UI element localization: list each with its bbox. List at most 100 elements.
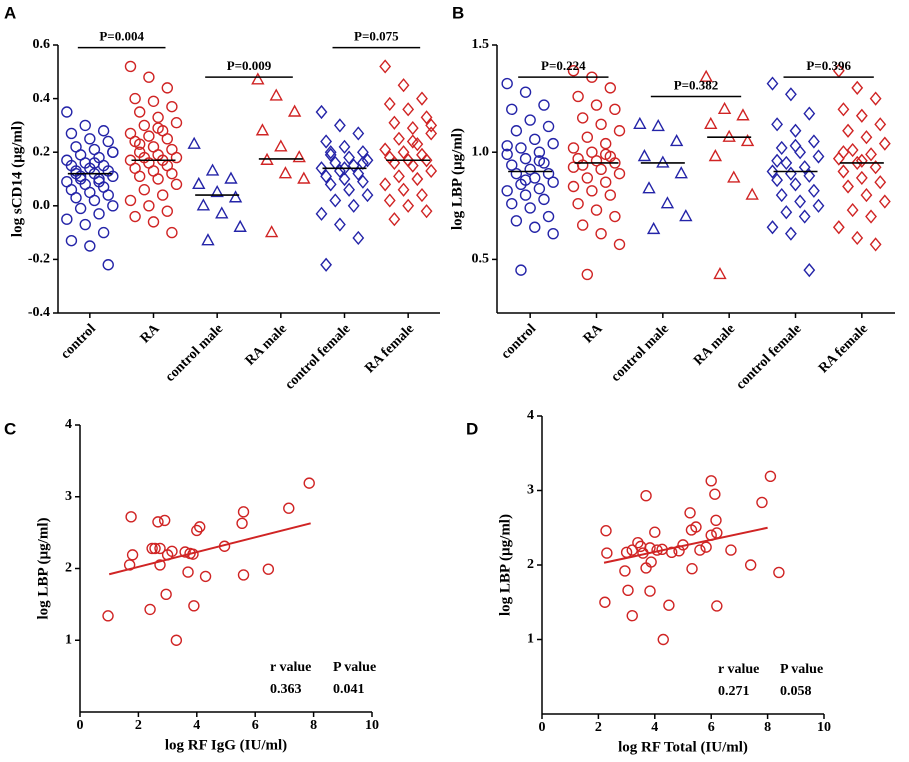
point bbox=[524, 163, 536, 176]
point bbox=[601, 547, 613, 559]
point bbox=[860, 187, 873, 203]
point bbox=[789, 138, 802, 153]
point bbox=[425, 118, 438, 133]
x-tick-label: 8 bbox=[310, 718, 317, 733]
point bbox=[338, 161, 351, 176]
point bbox=[143, 200, 155, 212]
point bbox=[416, 187, 428, 203]
point bbox=[352, 230, 365, 246]
point bbox=[192, 176, 206, 190]
point bbox=[70, 192, 82, 204]
point bbox=[269, 88, 283, 101]
point bbox=[660, 196, 675, 209]
point bbox=[356, 174, 369, 189]
point bbox=[711, 527, 723, 539]
point bbox=[347, 158, 360, 173]
point bbox=[205, 163, 220, 176]
point bbox=[143, 130, 155, 142]
point bbox=[402, 102, 415, 117]
y-tick-label: 0.5 bbox=[472, 252, 490, 267]
point bbox=[333, 118, 346, 133]
x-tick-label: control female bbox=[282, 321, 353, 392]
point bbox=[784, 226, 797, 241]
point bbox=[740, 134, 755, 147]
point bbox=[420, 204, 433, 219]
point bbox=[179, 546, 191, 558]
point bbox=[315, 104, 328, 120]
x-tick-label: RA bbox=[581, 321, 607, 347]
point bbox=[669, 134, 684, 147]
point bbox=[74, 170, 87, 183]
point bbox=[156, 189, 169, 201]
point bbox=[766, 164, 779, 179]
point bbox=[803, 263, 816, 278]
point bbox=[501, 77, 513, 90]
point bbox=[766, 76, 779, 91]
point bbox=[869, 91, 882, 106]
point bbox=[107, 200, 119, 212]
point bbox=[637, 149, 652, 162]
point bbox=[586, 146, 598, 158]
point bbox=[320, 134, 333, 149]
x-tick-label: RA female bbox=[816, 321, 871, 376]
point bbox=[166, 545, 178, 557]
point bbox=[133, 106, 146, 118]
point bbox=[320, 257, 333, 272]
point bbox=[84, 240, 96, 252]
point bbox=[590, 204, 603, 216]
point bbox=[237, 506, 250, 518]
point bbox=[595, 227, 607, 240]
x-tick-label: control male bbox=[163, 321, 226, 384]
y-tick-label: 0.6 bbox=[33, 37, 51, 52]
point bbox=[79, 119, 91, 132]
point bbox=[402, 198, 415, 213]
point bbox=[842, 179, 854, 194]
point bbox=[501, 185, 513, 197]
point bbox=[524, 202, 536, 214]
point bbox=[338, 139, 351, 154]
point bbox=[686, 563, 698, 575]
point bbox=[709, 488, 721, 500]
point bbox=[501, 148, 513, 161]
point bbox=[656, 155, 670, 168]
point bbox=[626, 609, 638, 622]
point bbox=[65, 127, 78, 140]
point bbox=[160, 588, 172, 601]
point bbox=[297, 171, 311, 184]
point bbox=[84, 133, 96, 145]
point bbox=[292, 150, 306, 163]
point bbox=[599, 596, 611, 608]
point bbox=[397, 145, 410, 160]
point bbox=[679, 209, 693, 222]
point bbox=[812, 198, 825, 213]
point bbox=[657, 633, 669, 646]
point bbox=[510, 167, 523, 180]
point bbox=[710, 514, 722, 526]
point bbox=[102, 189, 114, 201]
point bbox=[264, 225, 279, 238]
point bbox=[586, 185, 598, 197]
point bbox=[333, 217, 346, 232]
point bbox=[154, 559, 166, 571]
stat-label: r value bbox=[270, 660, 311, 675]
point bbox=[581, 131, 593, 143]
point bbox=[420, 153, 433, 168]
x-axis-label: log RF IgG (IU/ml) bbox=[165, 737, 287, 753]
y-tick-label: 1.5 bbox=[472, 37, 490, 52]
point bbox=[187, 136, 201, 149]
x-tick-label: 6 bbox=[708, 720, 715, 735]
point bbox=[519, 152, 532, 165]
point bbox=[851, 80, 864, 95]
point bbox=[855, 170, 868, 186]
x-tick-label: 2 bbox=[135, 718, 142, 733]
point bbox=[194, 521, 206, 533]
point bbox=[147, 216, 160, 228]
point bbox=[129, 92, 141, 105]
fit-line bbox=[108, 522, 311, 576]
point bbox=[780, 205, 793, 220]
stat-label: P value bbox=[780, 662, 823, 677]
point bbox=[837, 102, 850, 117]
point bbox=[506, 103, 518, 116]
point bbox=[609, 103, 621, 116]
point bbox=[533, 155, 546, 167]
